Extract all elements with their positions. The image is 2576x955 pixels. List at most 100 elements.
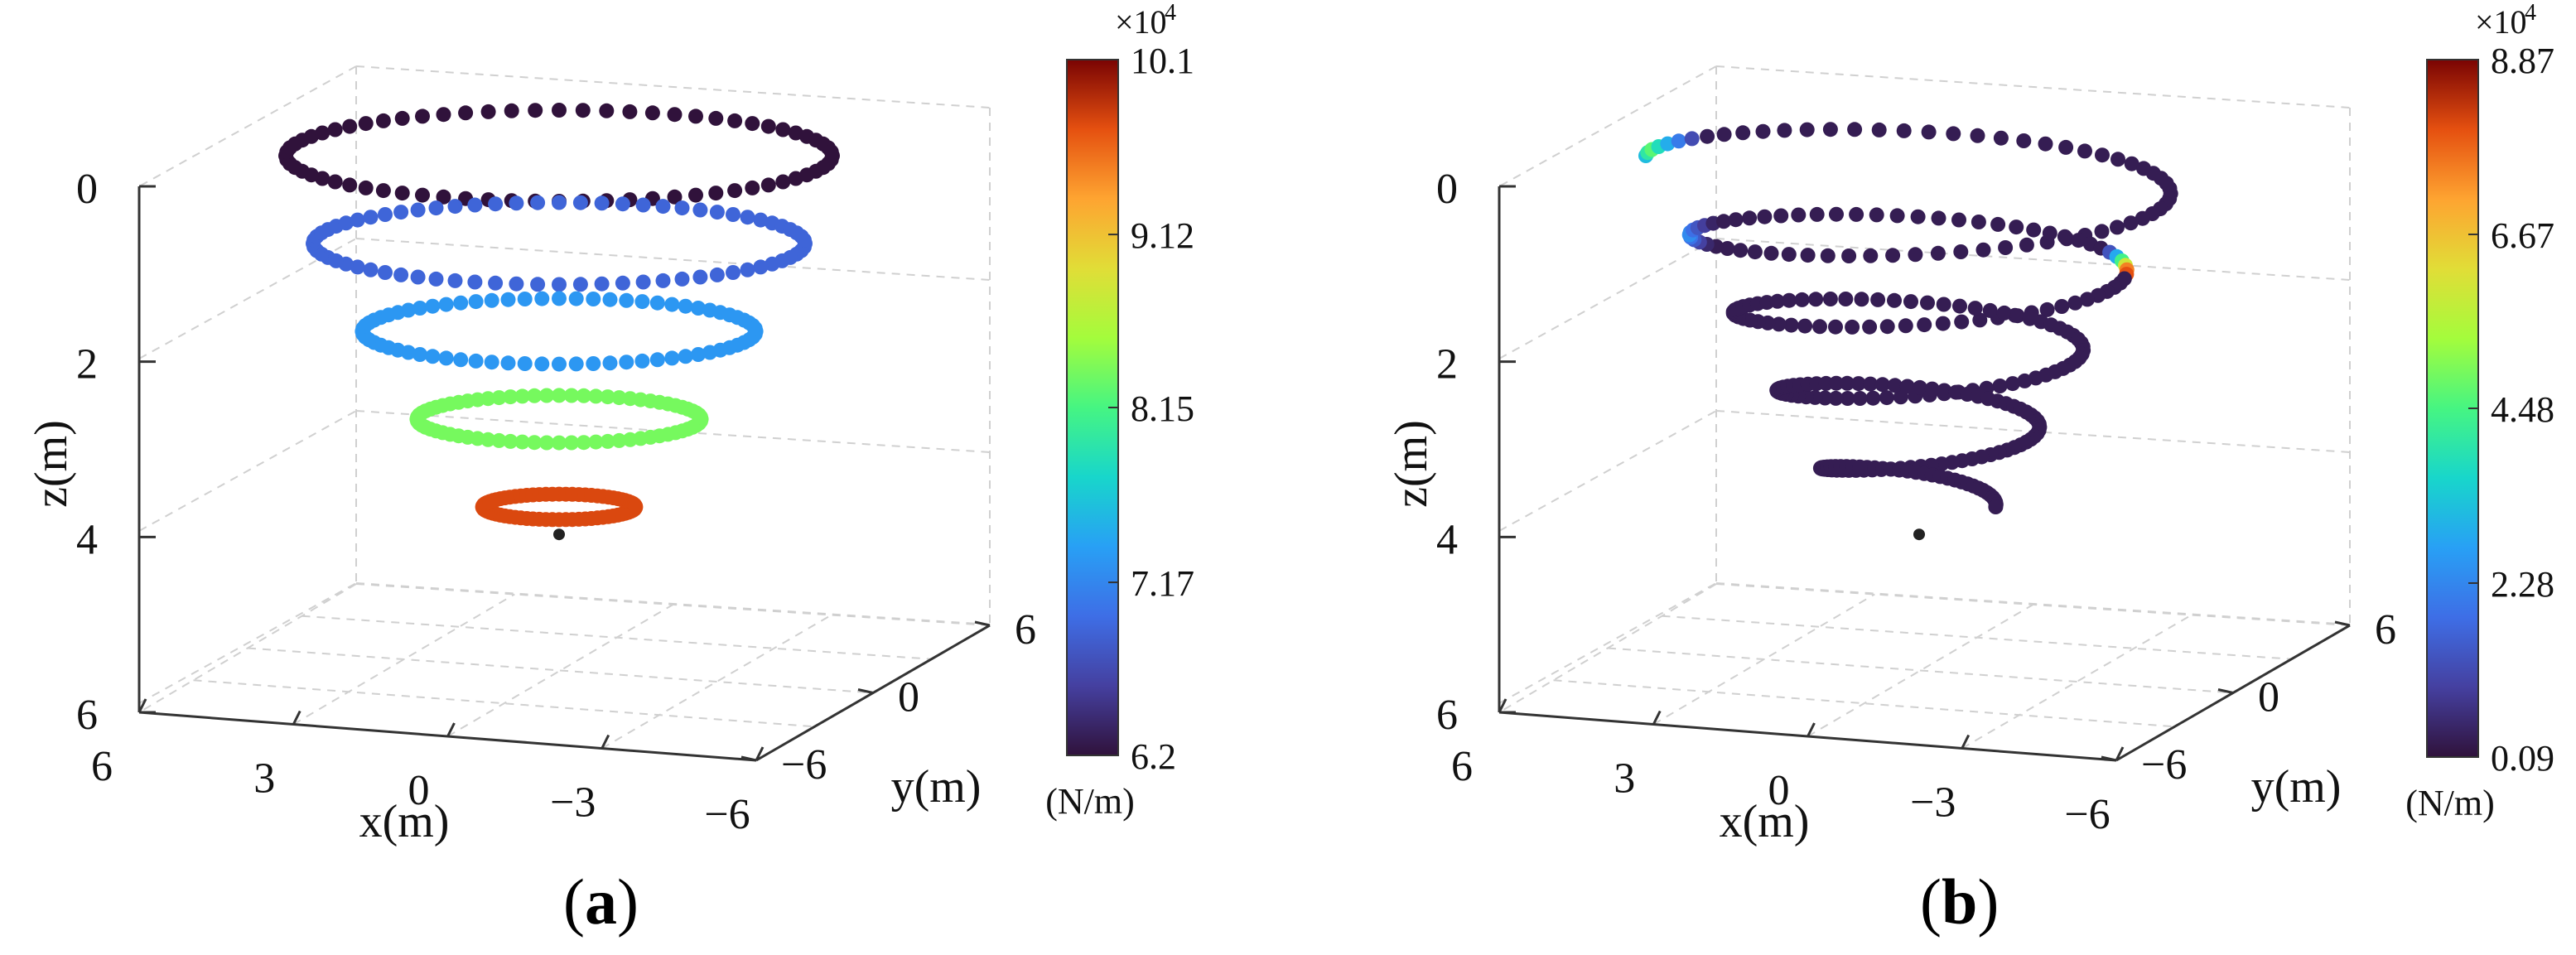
data-point — [1716, 214, 1731, 229]
y-axis-label: y(m) — [2251, 761, 2342, 813]
data-point — [1887, 292, 1902, 308]
data-point — [552, 435, 567, 451]
data-point — [342, 177, 358, 193]
data-point — [1771, 316, 1787, 332]
data-point — [634, 294, 650, 310]
colorbar-tick-label: 8.15 — [1131, 388, 1194, 429]
data-point — [2135, 210, 2150, 226]
data-point — [691, 301, 706, 316]
data-point — [2009, 219, 2024, 235]
data-point — [410, 202, 426, 218]
data-point — [576, 435, 591, 451]
data-point — [600, 433, 615, 449]
data-point — [1838, 292, 1854, 306]
data-point — [2026, 222, 2042, 238]
data-point — [823, 144, 839, 160]
data-point — [709, 267, 725, 282]
grid-line — [138, 238, 357, 359]
data-point — [745, 116, 760, 132]
colorbar-tick-label: 0.09 — [2491, 738, 2554, 779]
data-point — [708, 110, 724, 126]
data-point — [1828, 375, 1844, 391]
panel-b: 0 2 4 6 z(m) 6 3 0 −3 −6 x(m) 6 0 −6 y(m) 8.87 6.67 4.48 2… — [1386, 0, 2554, 847]
grid — [1498, 65, 2351, 750]
data-point — [1889, 208, 1905, 224]
data-point — [1862, 319, 1878, 335]
y-tick-label: 6 — [1015, 606, 1036, 654]
data-point — [1747, 244, 1763, 260]
data-point — [1733, 243, 1749, 258]
y-tick-label: −6 — [2141, 741, 2187, 789]
data-point — [378, 265, 393, 280]
x-tick-label: 3 — [1614, 755, 1635, 803]
data-point — [1936, 297, 1951, 312]
z-tick-label: 6 — [1436, 692, 1458, 739]
data-point — [1822, 122, 1838, 137]
data-point — [2067, 295, 2083, 311]
x-tick-label: −6 — [2064, 791, 2110, 838]
grid-line — [355, 582, 991, 625]
data-point — [599, 103, 615, 118]
colorbar-tick-label: 10.1 — [1131, 41, 1194, 81]
data-point — [1791, 207, 1807, 223]
data-point — [342, 118, 358, 134]
data-point — [552, 291, 567, 306]
colorbar-tick-label: 9.12 — [1131, 215, 1194, 256]
data-point — [588, 388, 604, 404]
data-point — [1952, 298, 1967, 314]
data-point — [1967, 301, 1983, 316]
data-point — [688, 109, 703, 124]
grid-line — [1715, 238, 2351, 281]
data-point — [491, 432, 507, 448]
data-point — [2057, 229, 2072, 244]
data-point — [726, 207, 740, 222]
data-point — [1982, 302, 1998, 318]
data-point — [2009, 308, 2025, 324]
data-point — [415, 109, 430, 124]
data-point — [1720, 241, 1735, 256]
grid-line — [138, 65, 357, 187]
data-point — [708, 186, 724, 201]
data-point — [2004, 376, 2020, 392]
data-point — [2038, 136, 2053, 152]
x-tick-label: −3 — [1910, 779, 1956, 827]
data-point — [2071, 233, 2086, 248]
data-point — [327, 174, 343, 190]
data-point — [425, 349, 441, 364]
x-tick — [755, 746, 765, 761]
data-point — [401, 302, 416, 318]
data-point — [1972, 312, 1988, 328]
data-point — [678, 349, 693, 364]
data-point — [375, 113, 391, 128]
data-point — [1893, 389, 1908, 405]
data-point — [634, 353, 650, 369]
z-tick-label: 2 — [1436, 341, 1458, 388]
data-point — [588, 434, 604, 450]
data-point — [363, 210, 379, 225]
data-point — [534, 291, 550, 306]
data-point — [667, 107, 683, 123]
data-point — [1935, 316, 1951, 331]
data-point — [412, 347, 427, 362]
y-tick — [2217, 688, 2234, 694]
colorbar-tick-label: 7.17 — [1131, 563, 1194, 604]
data-point — [1684, 131, 1700, 147]
data-point — [753, 259, 769, 275]
data-point — [1896, 123, 1912, 138]
data-point — [1808, 292, 1824, 307]
x-tick-label: −3 — [550, 779, 596, 827]
data-point — [747, 321, 763, 336]
data-point — [674, 271, 690, 287]
grid-line — [1607, 647, 2234, 694]
data-point — [1840, 391, 1855, 406]
data-point — [393, 267, 409, 282]
data-point — [602, 355, 618, 371]
data-point — [534, 356, 550, 372]
grid-line — [355, 238, 991, 281]
data-point — [575, 103, 591, 118]
data-point — [500, 355, 516, 371]
y-tick-label: 0 — [2258, 674, 2279, 721]
colorbar-unit: (N/m) — [1045, 781, 1135, 822]
data-point — [552, 388, 567, 403]
data-point — [375, 183, 391, 199]
